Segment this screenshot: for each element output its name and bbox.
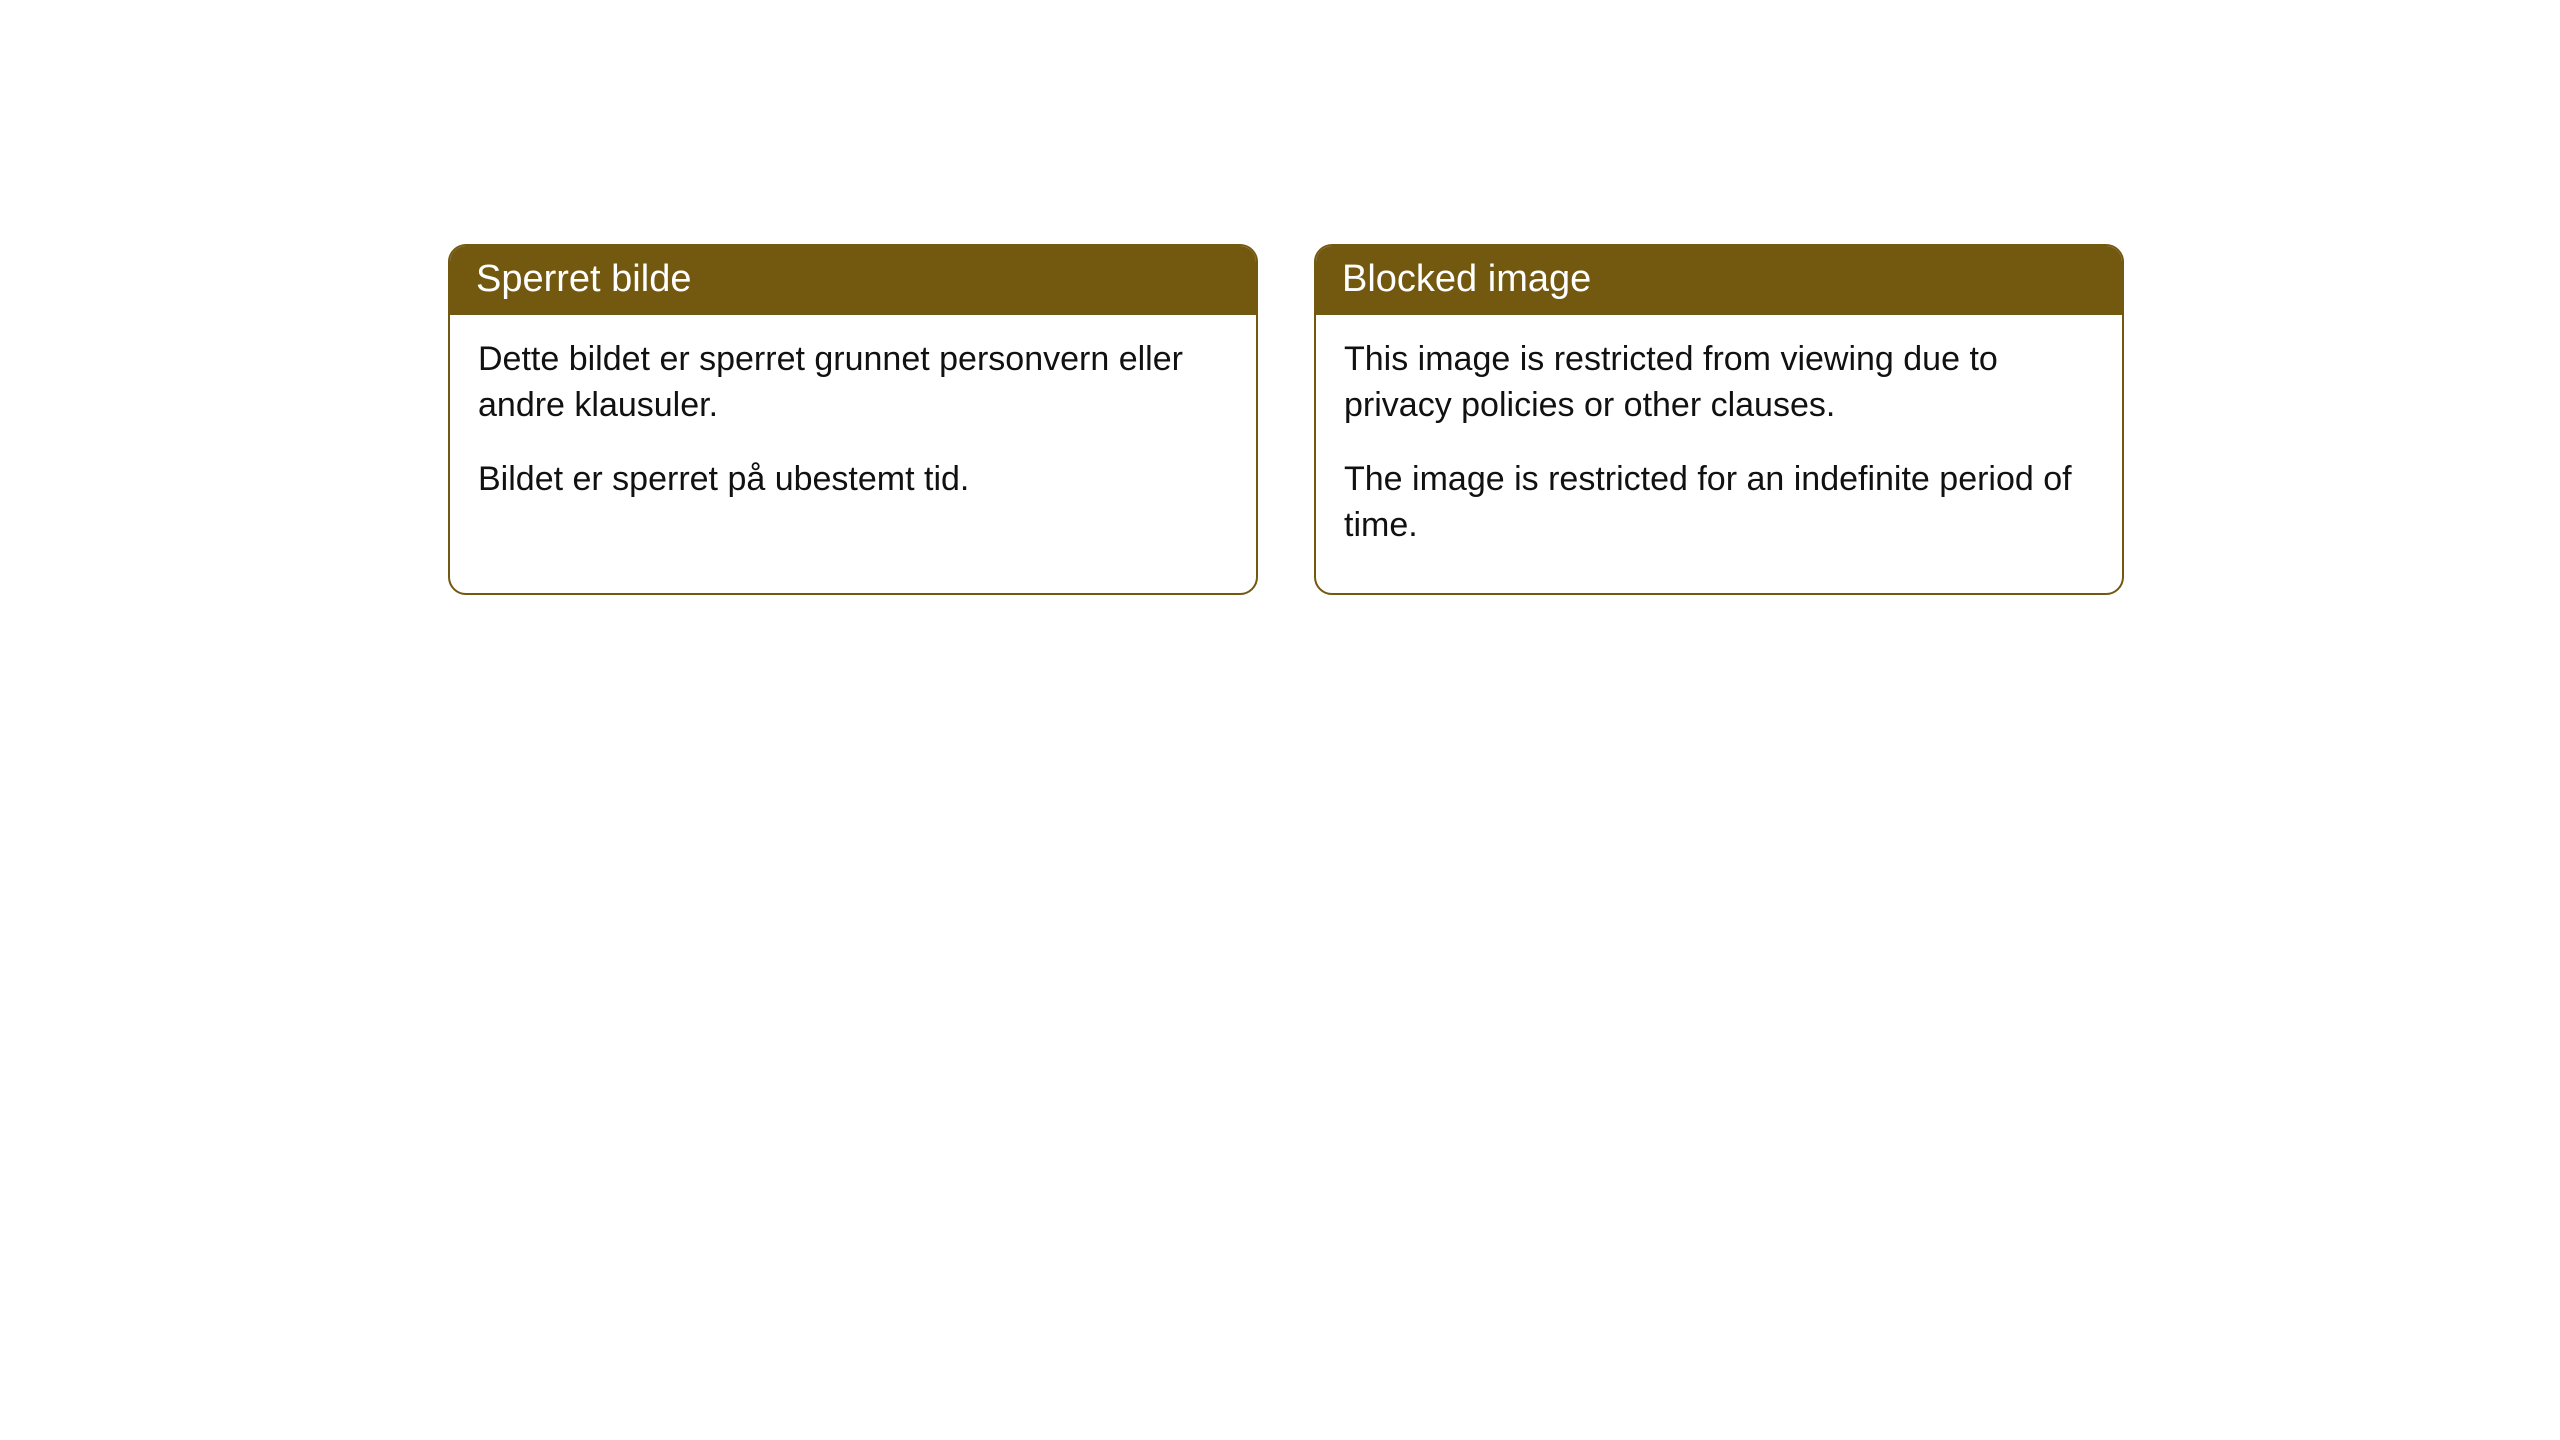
card-paragraph: The image is restricted for an indefinit…	[1344, 457, 2094, 549]
card-header: Blocked image	[1316, 246, 2122, 315]
card-paragraph: Dette bildet er sperret grunnet personve…	[478, 337, 1228, 429]
notice-container: Sperret bilde Dette bildet er sperret gr…	[0, 0, 2560, 595]
card-header: Sperret bilde	[450, 246, 1256, 315]
notice-card-english: Blocked image This image is restricted f…	[1314, 244, 2124, 595]
card-body: Dette bildet er sperret grunnet personve…	[450, 315, 1256, 547]
card-title: Sperret bilde	[476, 258, 691, 300]
card-paragraph: This image is restricted from viewing du…	[1344, 337, 2094, 429]
card-paragraph: Bildet er sperret på ubestemt tid.	[478, 457, 1228, 503]
notice-card-norwegian: Sperret bilde Dette bildet er sperret gr…	[448, 244, 1258, 595]
card-body: This image is restricted from viewing du…	[1316, 315, 2122, 593]
card-title: Blocked image	[1342, 258, 1591, 300]
